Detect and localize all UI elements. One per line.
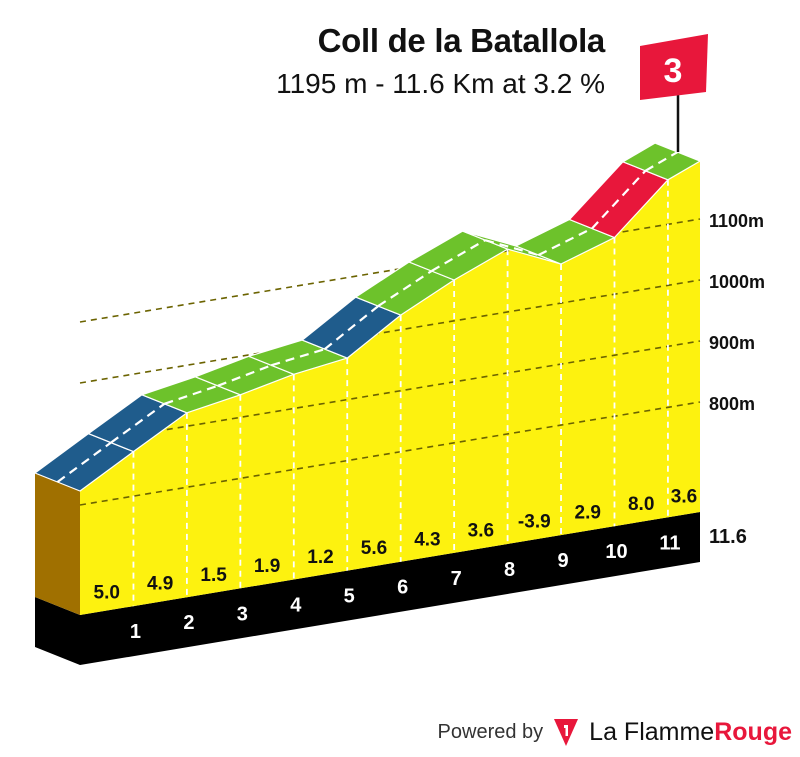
gradient-label: 5.6 — [361, 538, 387, 559]
elevation-area — [80, 161, 700, 615]
chart-title: Coll de la Batallola — [317, 22, 606, 59]
la-flamme-rouge-logo-icon — [554, 719, 579, 746]
km-marker-label: 3 — [237, 603, 248, 625]
gradient-label: 3.6 — [468, 520, 494, 541]
road-centerline — [484, 239, 539, 257]
km-marker-label: 8 — [504, 559, 515, 581]
road-centerline — [110, 402, 166, 444]
distance-base-strip — [80, 512, 700, 665]
powered-by-label: Powered by — [437, 720, 544, 743]
km-marker-label: 1 — [130, 621, 141, 643]
km-marker-label: 4 — [290, 594, 302, 616]
gradient-label: 4.9 — [147, 574, 173, 595]
gradient-label: 8.0 — [628, 494, 654, 515]
road-centerline — [431, 239, 486, 272]
brand-name[interactable]: La FlammeRouge — [589, 718, 792, 747]
road-centerline — [591, 170, 647, 230]
road-centerline — [217, 364, 272, 387]
gradient-label: -3.9 — [518, 512, 551, 533]
gradient-label: 5.0 — [94, 583, 120, 604]
road-centerline — [56, 441, 112, 483]
elevation-gridline — [79, 218, 701, 323]
km-marker-label: 7 — [451, 568, 462, 590]
road-centerline — [324, 305, 379, 350]
road-centerline — [538, 227, 593, 257]
category-flag — [640, 34, 708, 100]
chart-subtitle: 1195 m - 11.6 Km at 3.2 % — [276, 68, 605, 99]
gradient-label: 3.6 — [671, 487, 697, 508]
elevation-profile-chart: 800m 900m 1000m 1100m 5.0 4.9 1.5 1.9 1.2 5.6 4.3 3… — [33, 34, 765, 665]
brand-name-accent: Rouge — [714, 717, 792, 746]
km-marker-label: 2 — [183, 612, 194, 634]
distance-base-side — [35, 597, 80, 665]
elevation-gridline — [79, 340, 701, 445]
km-marker-label: 5 — [344, 586, 355, 608]
road-centerline — [644, 151, 679, 172]
footer: Powered by La FlammeRouge — [438, 712, 792, 752]
y-tick-label: 1100m — [709, 211, 764, 231]
brand-name-plain: La Flamme — [589, 717, 715, 746]
road-centerline — [377, 270, 433, 308]
category-label: 3 — [664, 52, 683, 90]
y-tick-label: 900m — [709, 333, 755, 353]
km-marker-label: 10 — [605, 541, 627, 563]
km-marker-label: 6 — [397, 577, 408, 599]
elevation-gridline — [79, 279, 701, 384]
y-tick-label: 1000m — [709, 272, 765, 292]
y-tick-label: 800m — [709, 394, 755, 414]
gradient-label: 1.5 — [200, 565, 227, 586]
road-centerline — [270, 348, 326, 367]
gradient-label: 2.9 — [575, 503, 601, 524]
gradient-label: 4.3 — [414, 529, 440, 550]
km-marker-label: 11 — [659, 532, 680, 554]
gradient-label: 1.2 — [307, 547, 333, 568]
gradient-label: 1.9 — [254, 556, 280, 577]
total-distance-label: 11.6 — [709, 526, 747, 548]
km-marker-label: 9 — [557, 550, 568, 572]
elevation-gridline — [79, 401, 701, 506]
start-side-face — [35, 473, 80, 615]
road-centerline — [164, 384, 219, 405]
